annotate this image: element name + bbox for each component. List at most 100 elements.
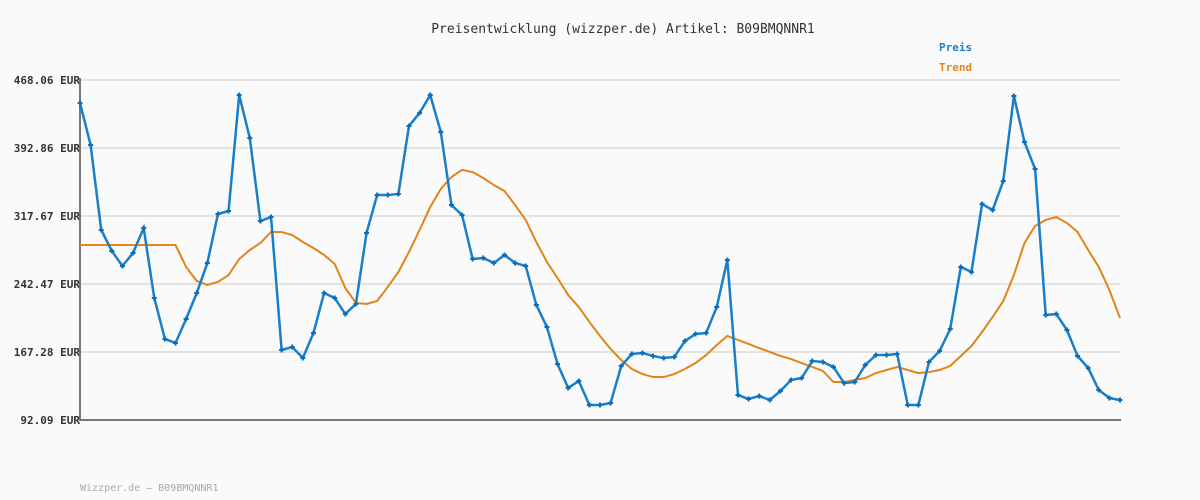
data-point: [512, 260, 518, 266]
data-point: [979, 201, 985, 207]
data-point: [310, 330, 316, 336]
data-point: [852, 379, 858, 385]
data-point: [1021, 139, 1027, 145]
data-point: [226, 208, 232, 214]
data-point: [109, 248, 115, 254]
data-point: [788, 377, 794, 383]
data-point: [693, 331, 699, 337]
data-point: [990, 207, 996, 213]
data-point: [1043, 312, 1049, 318]
data-point: [682, 338, 688, 344]
data-point: [257, 218, 263, 224]
data-point: [1064, 327, 1070, 333]
data-point: [130, 250, 136, 256]
data-point: [618, 363, 624, 369]
data-point: [608, 400, 614, 406]
data-point: [767, 397, 773, 403]
data-point: [926, 359, 932, 365]
data-point: [1075, 353, 1081, 359]
y-tick-label: 468.06 EUR: [14, 74, 81, 87]
data-point: [141, 225, 147, 231]
data-point: [884, 352, 890, 358]
data-point: [746, 396, 752, 402]
data-point: [555, 361, 561, 367]
data-point: [523, 263, 529, 269]
data-point: [448, 202, 454, 208]
y-tick-label: 317.67 EUR: [14, 210, 81, 223]
data-point: [671, 354, 677, 360]
data-point: [173, 340, 179, 346]
data-point: [703, 330, 709, 336]
data-point: [406, 123, 412, 129]
data-point: [915, 402, 921, 408]
data-point: [958, 264, 964, 270]
data-point: [279, 347, 285, 353]
data-point: [629, 351, 635, 357]
y-axis-ticks: 92.09 EUR 167.28 EUR 242.47 EUR 317.67 EUR 3…: [14, 74, 81, 427]
data-point: [427, 92, 433, 98]
data-point: [968, 269, 974, 275]
data-point: [894, 351, 900, 357]
chart-title: Preisentwicklung (wizzper.de) Artikel: B…: [431, 22, 815, 37]
data-point: [905, 402, 911, 408]
data-point: [268, 214, 274, 220]
data-point: [385, 192, 391, 198]
data-point: [204, 260, 210, 266]
series-group: [77, 91, 1123, 408]
data-point: [1096, 387, 1102, 393]
y-tick-label: 242.47 EUR: [14, 278, 81, 291]
data-point: [77, 100, 83, 106]
data-point: [544, 324, 550, 330]
data-point: [470, 256, 476, 262]
legend-trend: Trend: [939, 61, 972, 74]
data-point: [321, 290, 327, 296]
data-point: [1000, 178, 1006, 184]
data-point: [119, 263, 125, 269]
y-tick-label: 167.28 EUR: [14, 346, 81, 359]
data-point: [533, 302, 539, 308]
data-point: [342, 311, 348, 317]
data-point: [1106, 395, 1112, 401]
data-point: [459, 212, 465, 218]
data-point: [1011, 93, 1017, 99]
data-point: [300, 355, 306, 361]
series-line-preis: [78, 91, 1121, 407]
data-point: [353, 301, 359, 307]
data-point: [88, 142, 94, 148]
data-point: [215, 211, 221, 217]
data-point: [332, 295, 338, 301]
data-point: [1085, 365, 1091, 371]
data-point: [777, 388, 783, 394]
data-point: [289, 344, 295, 350]
data-point: [820, 359, 826, 365]
data-point: [799, 375, 805, 381]
data-point: [714, 304, 720, 310]
data-point: [98, 227, 104, 233]
data-point: [862, 362, 868, 368]
data-point: [947, 326, 953, 332]
y-tick-label: 392.86 EUR: [14, 142, 81, 155]
series-line-trend: [80, 168, 1121, 384]
data-point: [597, 402, 603, 408]
data-point: [1032, 166, 1038, 172]
data-point: [586, 402, 592, 408]
data-point: [491, 260, 497, 266]
data-point: [364, 230, 370, 236]
data-point: [417, 110, 423, 116]
data-point: [841, 380, 847, 386]
data-point: [650, 353, 656, 359]
data-point: [830, 364, 836, 370]
data-point: [501, 252, 507, 258]
footer-text: Wizzper.de – B09BMQNNR1: [80, 483, 218, 494]
grid: [80, 79, 1120, 354]
data-point: [236, 92, 242, 98]
data-point: [1117, 397, 1123, 403]
data-point: [194, 290, 200, 296]
y-tick-label: 92.09 EUR: [20, 414, 80, 427]
data-point: [395, 191, 401, 197]
data-point: [639, 350, 645, 356]
data-point: [756, 393, 762, 399]
data-point: [565, 385, 571, 391]
data-point: [661, 355, 667, 361]
